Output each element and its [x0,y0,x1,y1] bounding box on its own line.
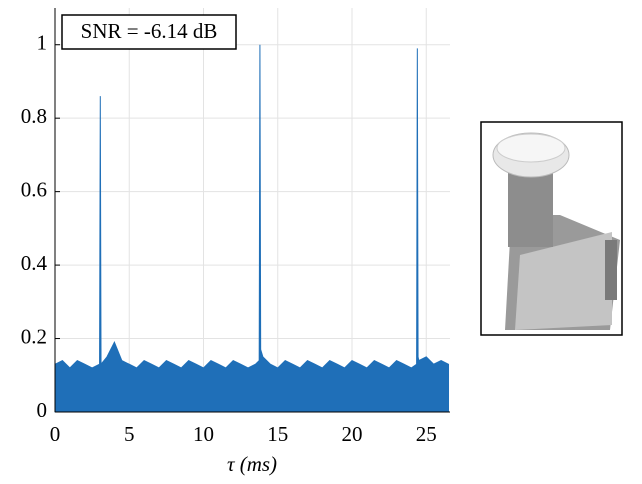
x-tick-label: 20 [341,422,362,446]
x-tick-label: 5 [124,422,135,446]
lnb-ports [605,240,617,300]
y-tick-label: 0.6 [21,177,47,201]
annotation: SNR = -6.14 dB [81,19,218,43]
y-tick-label: 1 [37,31,48,55]
lnb-side [515,232,612,330]
y-tick-label: 0.4 [21,251,48,275]
x-axis-label: τ (ms) [227,452,277,476]
x-tick-label: 0 [50,422,61,446]
lnb-photo [480,121,623,336]
signal-area [54,44,450,413]
lnb-neck [508,172,553,247]
y-tick-label: 0.8 [21,104,47,128]
y-tick-label: 0 [37,398,48,422]
x-tick-label: 10 [193,422,214,446]
lnb-cap-top [496,133,566,163]
x-tick-label: 15 [267,422,288,446]
annotation-box [61,14,237,50]
x-tick-label: 25 [416,422,437,446]
y-tick-label: 0.2 [21,324,47,348]
